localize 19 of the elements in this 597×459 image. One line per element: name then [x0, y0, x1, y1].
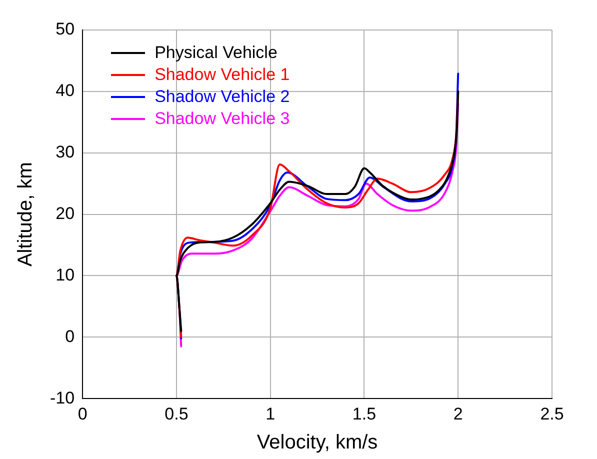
x-axis-title: Velocity, km/s [256, 432, 378, 454]
x-tick-label: 2.5 [540, 404, 564, 424]
y-tick-label: 30 [56, 142, 75, 162]
y-axis-title: Altitude, km [14, 162, 37, 267]
x-tick-label: 1 [266, 404, 276, 424]
legend-label: Shadow Vehicle 2 [154, 86, 290, 108]
x-tick-label: 1.5 [352, 404, 376, 424]
y-tick-label: 20 [56, 204, 75, 223]
legend-label: Shadow Vehicle 1 [154, 64, 290, 86]
x-tick-label: 0 [78, 404, 88, 424]
legend-label: Physical Vehicle [154, 42, 278, 64]
legend-label: Shadow Vehicle 3 [154, 108, 290, 130]
y-tick-label: 50 [56, 20, 75, 39]
y-tick-label: 40 [56, 81, 75, 100]
x-tick-label: 2 [453, 404, 463, 424]
y-tick-label: 10 [56, 265, 75, 284]
y-tick-label: -10 [50, 388, 75, 408]
x-tick-label: 0.5 [164, 404, 188, 424]
y-tick-label: 0 [65, 326, 75, 346]
